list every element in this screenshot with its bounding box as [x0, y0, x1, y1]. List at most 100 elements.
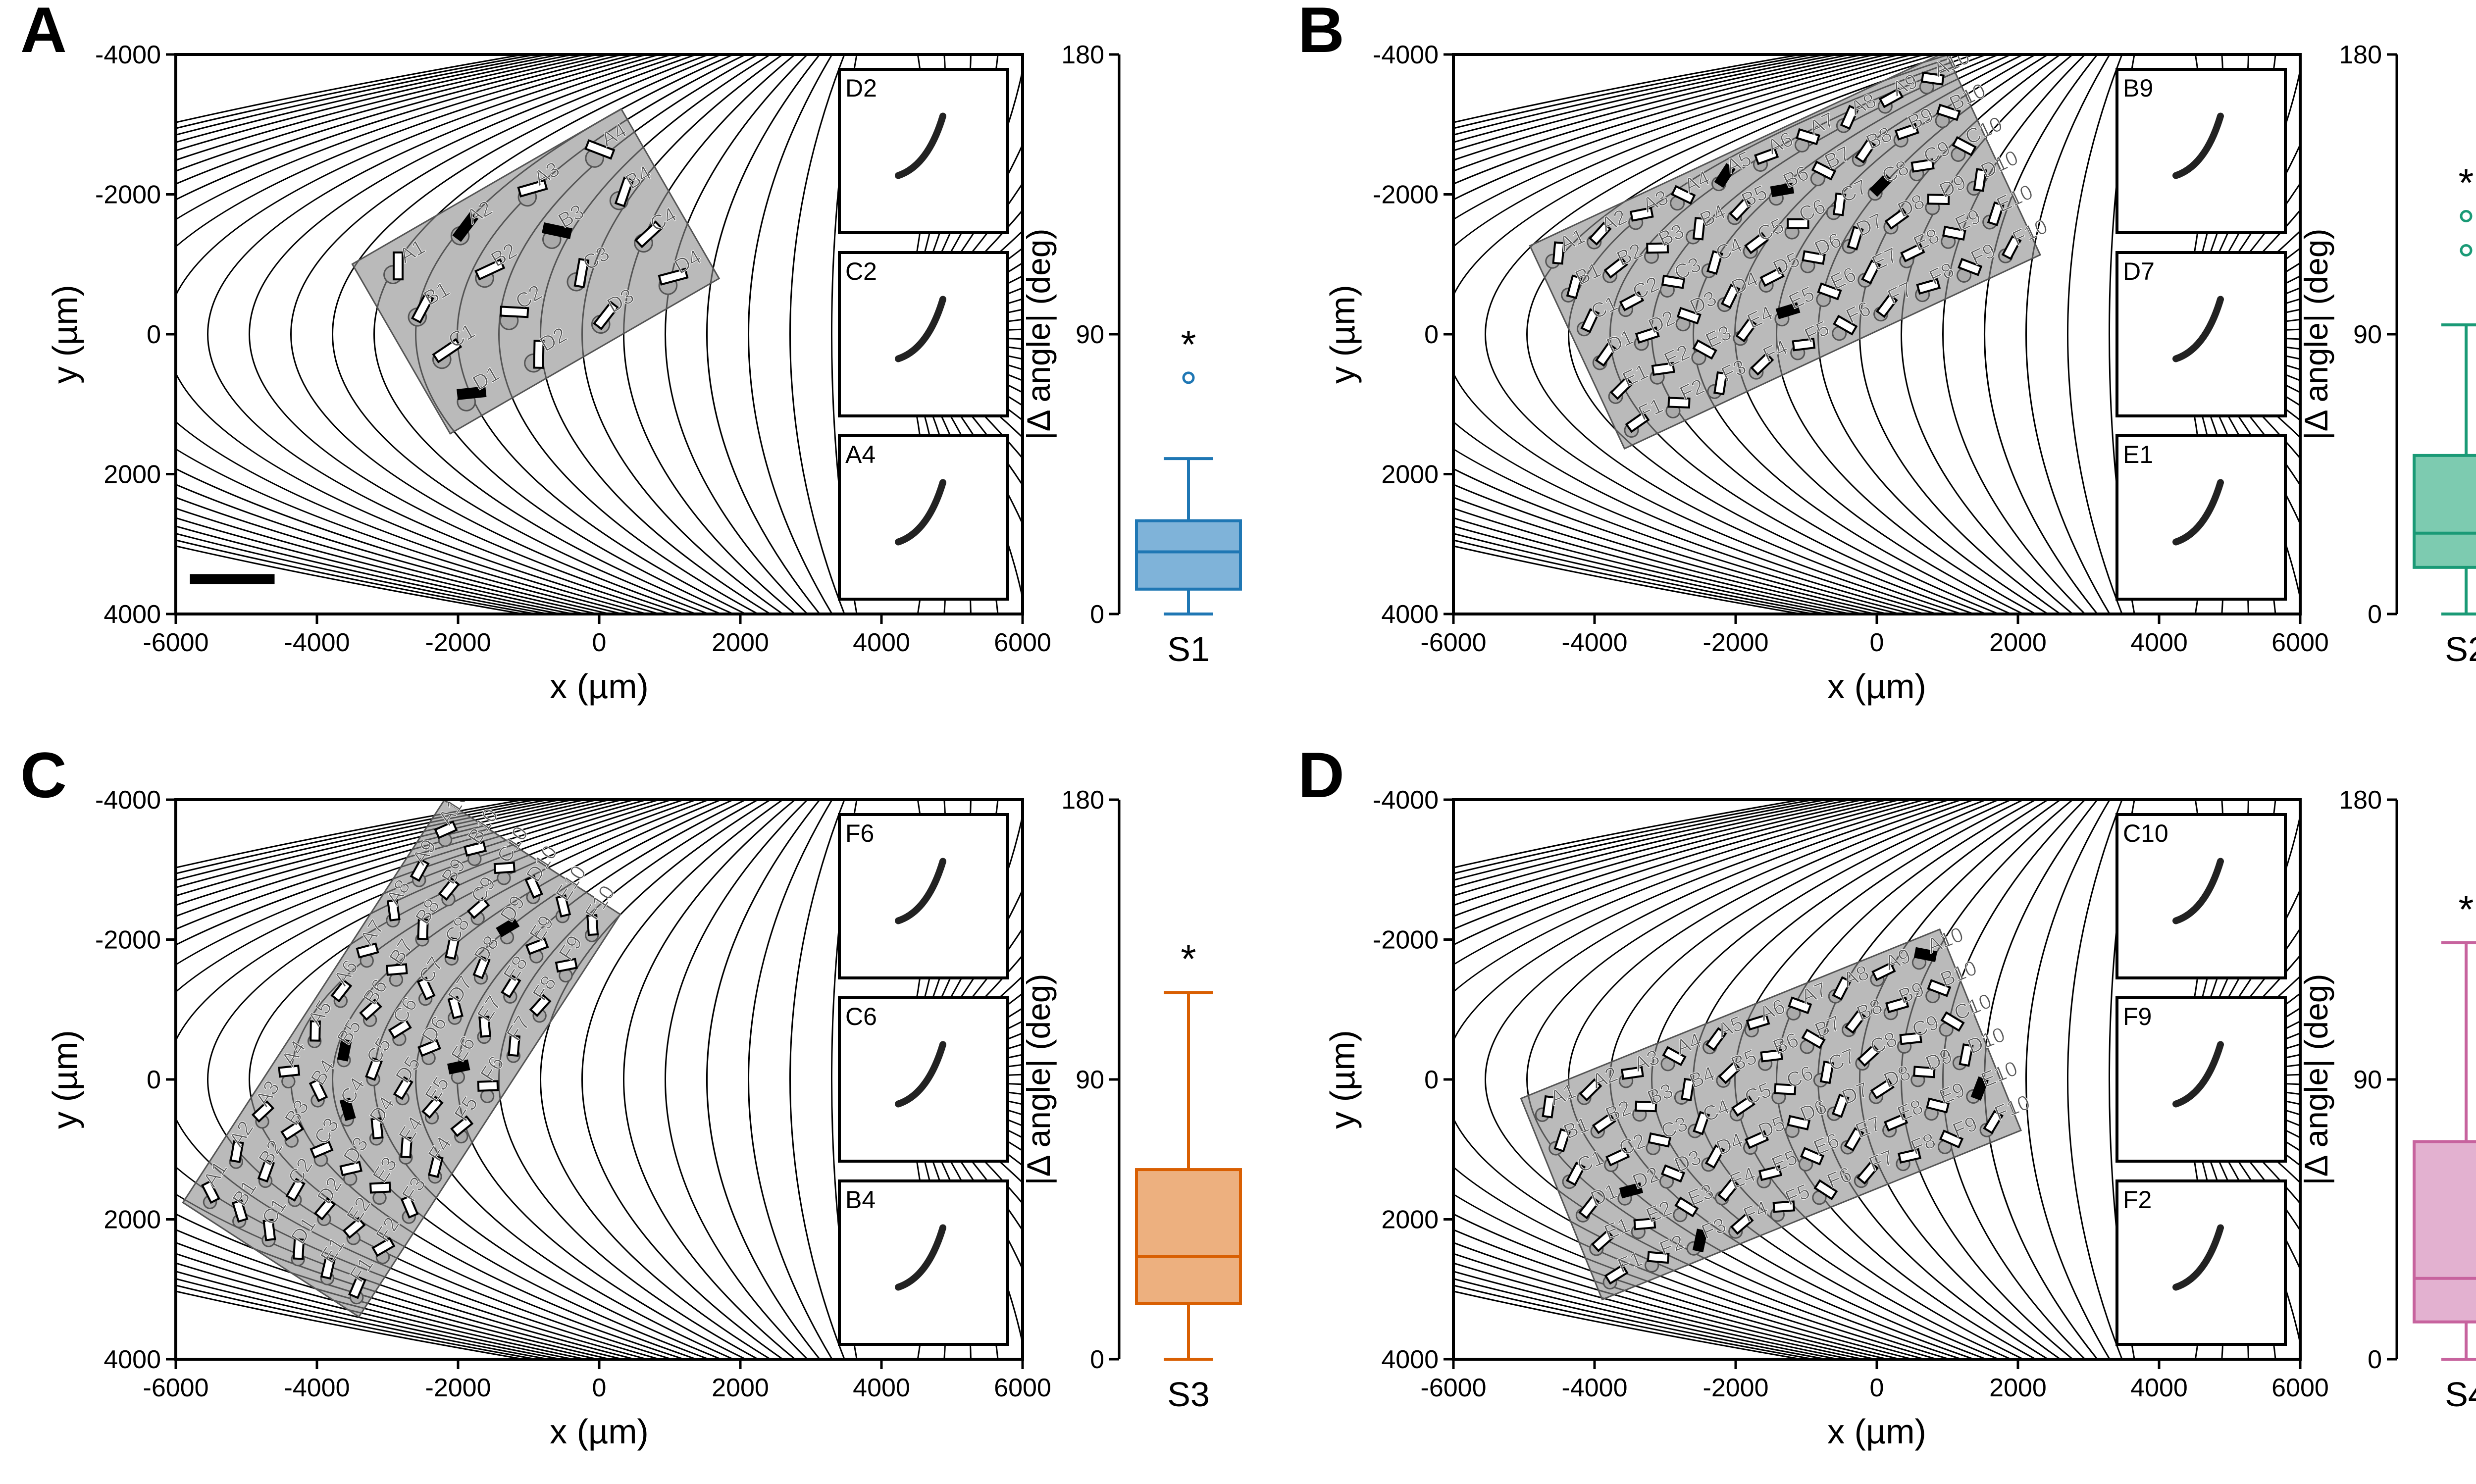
- box-iqr: [1136, 521, 1240, 589]
- inset-C10: C10: [2117, 815, 2285, 978]
- x-tick-label: 6000: [2271, 628, 2329, 657]
- box-y-tick-label: 0: [2368, 1345, 2382, 1374]
- y-tick-label: 4000: [1381, 600, 1439, 629]
- x-tick-label: -4000: [1562, 1374, 1628, 1402]
- y-tick-label: 4000: [1381, 1345, 1439, 1374]
- significance-star: *: [2458, 160, 2474, 205]
- y-tick-label: -4000: [1373, 41, 1439, 69]
- y-tick-label: -2000: [1373, 926, 1439, 955]
- y-tick-label: -4000: [1373, 786, 1439, 815]
- y-axis-label: y (µm): [1323, 285, 1362, 384]
- inset-label: B4: [845, 1186, 876, 1214]
- y-tick-label: 0: [147, 320, 161, 349]
- significance-star: *: [1181, 322, 1196, 366]
- box-y-tick-label: 90: [2353, 1066, 2382, 1094]
- box-y-tick-label: 90: [1076, 1066, 1104, 1094]
- y-tick-label: 2000: [103, 461, 161, 489]
- x-tick-label: 4000: [2130, 1374, 2188, 1402]
- field-line: [749, 30, 848, 639]
- inset-C2: C2: [839, 253, 1008, 416]
- inset-label: C10: [2123, 819, 2168, 847]
- field-line: [666, 775, 834, 1384]
- inset-label: D2: [845, 74, 877, 102]
- box-iqr: [2414, 456, 2476, 567]
- field-line: [707, 775, 841, 1384]
- x-tick-label: -6000: [143, 628, 209, 657]
- field-line: [666, 30, 834, 639]
- x-axis-label: x (µm): [550, 1412, 649, 1451]
- y-tick-label: 2000: [103, 1206, 161, 1234]
- x-tick-label: 2000: [1989, 1374, 2047, 1402]
- y-tick-label: 0: [1424, 1066, 1439, 1094]
- box-y-axis-label: |Δ angle| (deg): [2298, 974, 2334, 1185]
- field-line: [2026, 30, 2125, 639]
- y-tick-label: 0: [1424, 320, 1439, 349]
- grid-overlay: A1A2A3A4A5A6A7A8A9A10B1B2B3B4B5B6B7B8B9B…: [183, 784, 631, 1317]
- box-x-label: S2: [2445, 630, 2476, 668]
- outlier-point: [2461, 246, 2471, 256]
- x-tick-label: -2000: [1703, 1374, 1769, 1402]
- box-y-tick-label: 90: [2353, 320, 2382, 349]
- x-tick-label: -6000: [143, 1374, 209, 1402]
- inset-label: F2: [2123, 1186, 2152, 1214]
- x-tick-label: 6000: [2271, 1374, 2329, 1402]
- inset-D7: D7: [2117, 253, 2285, 416]
- inset-label: D7: [2123, 257, 2155, 285]
- panel-C: C A1A2A3A4A5A6A7A8A9A10B1B2B3B4B5B6B7B8B9…: [0, 634, 1312, 1482]
- y-tick-label: 4000: [103, 1345, 161, 1374]
- x-tick-label: -6000: [1421, 628, 1487, 657]
- y-tick-label: 4000: [103, 600, 161, 629]
- inset-D2: D2: [839, 69, 1008, 233]
- y-tick-label: -4000: [95, 41, 161, 69]
- inset-E1: E1: [2117, 436, 2285, 599]
- y-tick-label: 2000: [1381, 1206, 1439, 1234]
- y-axis-label: y (µm): [1323, 1030, 1362, 1129]
- grid-overlay: A1A2A3A4A5A6A7A8A9A10B1B2B3B4B5B6B7B8B9B…: [1530, 44, 2059, 449]
- outlier-point: [2461, 211, 2471, 221]
- x-tick-label: 4000: [853, 1374, 910, 1402]
- box-y-axis-label: |Δ angle| (deg): [1020, 229, 1057, 440]
- inset-F9: F9: [2117, 998, 2285, 1161]
- box-iqr: [2414, 1142, 2476, 1322]
- x-tick-label: -4000: [1562, 628, 1628, 657]
- y-tick-label: -2000: [95, 926, 161, 955]
- panel-letter: C: [20, 739, 67, 811]
- inset-label: F9: [2123, 1003, 2152, 1030]
- field-line: [2026, 775, 2125, 1384]
- x-axis-label: x (µm): [550, 667, 649, 706]
- inset-B4: B4: [839, 1181, 1008, 1344]
- inset-label: B9: [2123, 74, 2153, 102]
- y-axis-label: y (µm): [46, 285, 84, 384]
- x-tick-label: 0: [1870, 628, 1884, 657]
- x-tick-label: 4000: [853, 628, 910, 657]
- significance-star: *: [2458, 887, 2474, 931]
- panel-letter: A: [20, 0, 67, 66]
- x-axis-label: x (µm): [1827, 667, 1926, 706]
- panel-letter: B: [1298, 0, 1344, 66]
- inset-label: C6: [845, 1003, 877, 1030]
- x-tick-label: -4000: [284, 628, 350, 657]
- inset-label: A4: [845, 441, 876, 468]
- x-tick-label: 6000: [994, 1374, 1051, 1402]
- inset-B9: B9: [2117, 69, 2285, 233]
- field-line: [749, 775, 848, 1384]
- y-axis-label: y (µm): [46, 1030, 84, 1129]
- box-x-label: S4: [2445, 1375, 2476, 1414]
- x-tick-label: 0: [1870, 1374, 1884, 1402]
- significance-star: *: [1181, 937, 1196, 981]
- box-iqr: [1136, 1170, 1240, 1303]
- inset-F6: F6: [839, 815, 1008, 978]
- x-axis-label: x (µm): [1827, 1412, 1926, 1451]
- box-x-label: S3: [1167, 1375, 1210, 1414]
- x-tick-label: -2000: [1703, 628, 1769, 657]
- grid-rect: [352, 109, 719, 434]
- outlier-point: [1184, 373, 1193, 383]
- box-y-tick-label: 90: [1076, 320, 1104, 349]
